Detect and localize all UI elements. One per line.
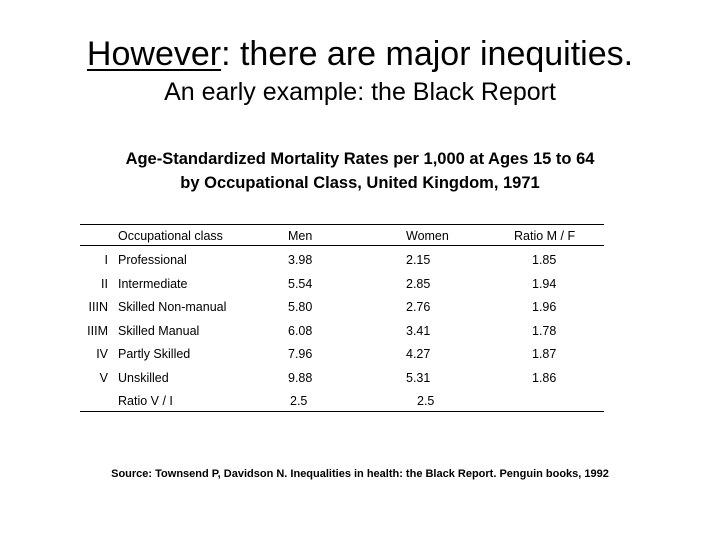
table-row-ratio: 1.96 — [532, 300, 557, 314]
table-row-women-rate: 2.85 — [406, 277, 431, 291]
table-row-class-number: II — [101, 277, 108, 291]
table-row-ratio: 1.86 — [532, 371, 557, 385]
table-row-men-rate: 5.54 — [288, 277, 313, 291]
table-heading: Age-Standardized Mortality Rates per 1,0… — [0, 147, 720, 195]
table-row-class-name: Intermediate — [118, 277, 188, 291]
mortality-table: Occupational class Men Women Ratio M / F… — [80, 224, 604, 412]
table-row-class-name: Partly Skilled — [118, 347, 191, 361]
slide-subtitle: An early example: the Black Report — [164, 78, 556, 106]
table-row-class-number: IIIN — [88, 300, 108, 314]
table-row-class-number: I — [104, 253, 108, 267]
summary-row-women-ratio: 2.5 — [417, 394, 435, 408]
table-heading-line-2: by Occupational Class, United Kingdom, 1… — [180, 174, 540, 192]
column-header-women: Women — [406, 229, 449, 243]
table-row-ratio: 1.94 — [532, 277, 557, 291]
table-row-ratio: 1.78 — [532, 324, 557, 338]
slide-title: However: there are major inequities. — [0, 34, 720, 74]
table-row-class-number: IV — [96, 347, 108, 361]
table-heading-line-1: Age-Standardized Mortality Rates per 1,0… — [125, 150, 595, 168]
table-row-class-name: Skilled Non-manual — [118, 300, 227, 314]
table-row-women-rate: 5.31 — [406, 371, 431, 385]
summary-row-label: Ratio V / I — [118, 394, 173, 408]
table-row-class-name: Unskilled — [118, 371, 169, 385]
source-citation: Source: Townsend P, Davidson N. Inequali… — [111, 468, 609, 480]
column-header-occupational-class: Occupational class — [118, 229, 223, 243]
column-header-ratio: Ratio M / F — [514, 229, 576, 243]
title-rest: : there are major inequities. — [221, 35, 634, 73]
title-underlined-word: However — [86, 35, 222, 73]
table-row-men-rate: 3.98 — [288, 253, 313, 267]
table-row-men-rate: 9.88 — [288, 371, 313, 385]
table-row-class-number: V — [99, 371, 108, 385]
table-row-class-name: Skilled Manual — [118, 324, 200, 338]
table-row-women-rate: 2.76 — [406, 300, 431, 314]
column-header-men: Men — [288, 229, 313, 243]
table-row-men-rate: 7.96 — [288, 347, 313, 361]
table-row-men-rate: 6.08 — [288, 324, 313, 338]
table-row-class-name: Professional — [118, 253, 187, 267]
table-row-women-rate: 4.27 — [406, 347, 431, 361]
table-row-ratio: 1.85 — [532, 253, 557, 267]
summary-row-men-ratio: 2.5 — [290, 394, 308, 408]
table-row-women-rate: 2.15 — [406, 253, 431, 267]
table-row-ratio: 1.87 — [532, 347, 557, 361]
table-row-class-number: IIIM — [87, 324, 108, 338]
table-row-women-rate: 3.41 — [406, 324, 431, 338]
table-row-men-rate: 5.80 — [288, 300, 313, 314]
